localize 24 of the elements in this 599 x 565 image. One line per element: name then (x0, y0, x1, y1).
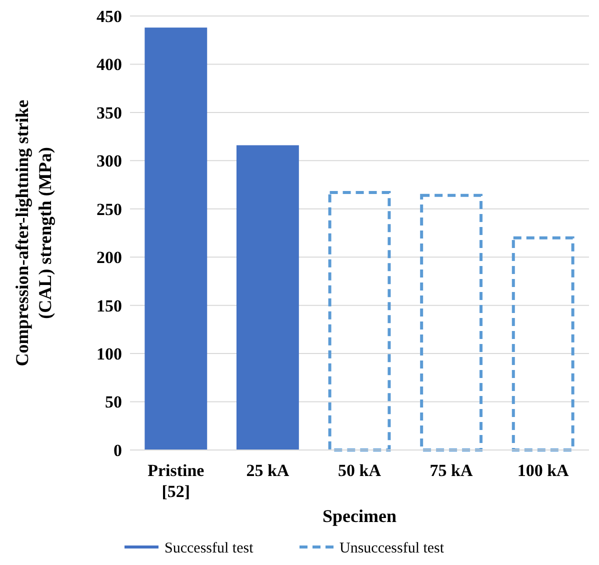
x-tick-label: Pristine [52] (148, 461, 205, 501)
bar (420, 194, 483, 452)
x-tick-label: 25 kA (246, 461, 290, 480)
y-tick-label: 200 (96, 248, 122, 268)
legend-label: Successful test (164, 540, 254, 556)
y-axis-title: Compression-after-lightning strike (CAL) strength (MPa) (12, 100, 55, 366)
x-axis-title: Specimen (322, 506, 396, 526)
legend-label: Unsuccessful test (340, 540, 445, 556)
y-tick-label: 150 (96, 296, 122, 316)
y-tick-label: 300 (96, 152, 122, 171)
y-tick-label: 0 (114, 440, 122, 460)
x-tick-label: 75 kA (430, 461, 474, 480)
y-tick-label: 250 (96, 200, 122, 219)
y-tick-label: 50 (105, 392, 122, 412)
y-tick-label: 450 (96, 6, 122, 26)
bar (512, 236, 574, 452)
y-tick-label: 350 (96, 103, 122, 122)
x-tick-label: 100 kA (517, 461, 570, 480)
bar (144, 28, 208, 450)
bar (236, 145, 299, 450)
y-tick-label: 100 (96, 344, 122, 364)
x-tick-label: 50 kA (338, 461, 382, 480)
y-tick-label: 400 (96, 55, 122, 74)
bar (328, 190, 391, 452)
